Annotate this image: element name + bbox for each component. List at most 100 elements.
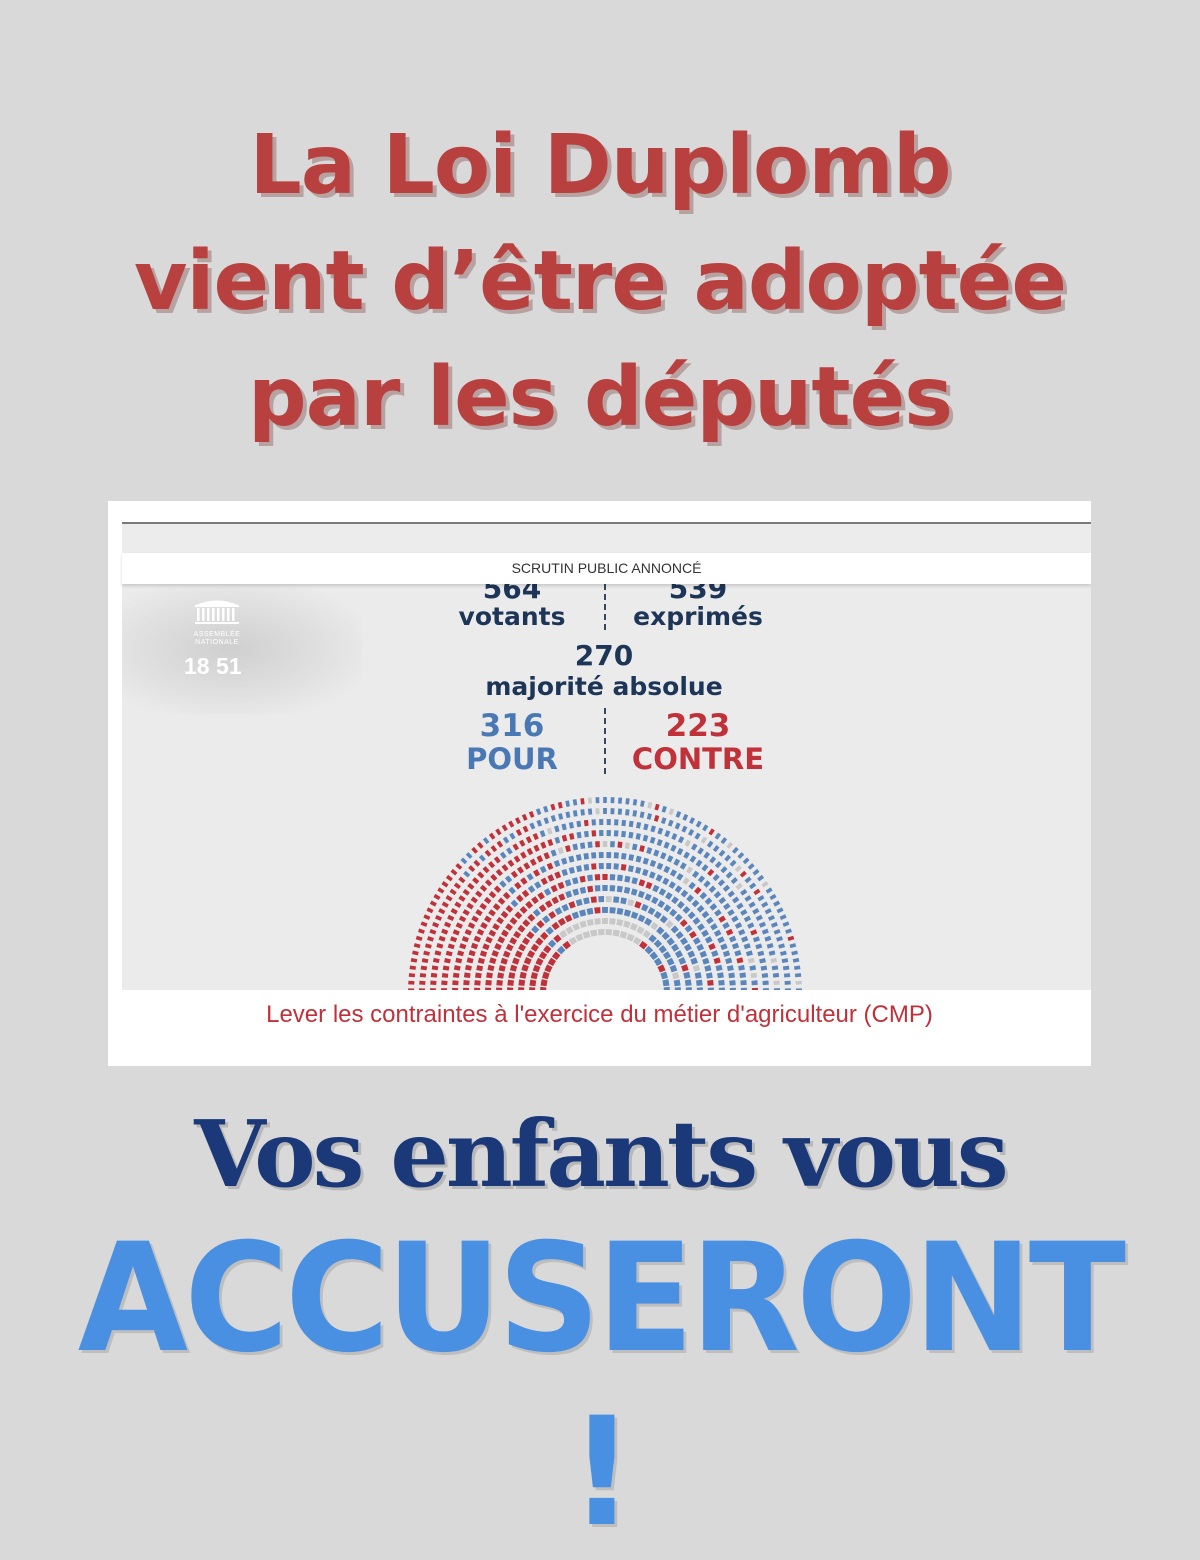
- seat-segment: [636, 859, 641, 860]
- seat-segment: [749, 951, 750, 955]
- seat-segment: [609, 921, 615, 922]
- seat-segment: [517, 913, 520, 917]
- seat-segment: [772, 951, 773, 955]
- seat-segment: [743, 911, 745, 915]
- seat-segment: [481, 959, 482, 964]
- seat-segment: [620, 934, 626, 936]
- seat-segment: [720, 938, 722, 942]
- seat-segment: [681, 958, 683, 963]
- seat-segment: [651, 828, 655, 829]
- seat-segment: [474, 917, 476, 921]
- seat-segment: [580, 890, 585, 891]
- seat-segment: [740, 854, 743, 857]
- seat-segment: [495, 925, 498, 929]
- seat-segment: [451, 944, 452, 948]
- seat-segment: [520, 927, 523, 931]
- seat-segment: [538, 959, 541, 964]
- seat-segment: [447, 923, 449, 927]
- seat-segment: [471, 924, 473, 928]
- seat-segment: [419, 937, 420, 940]
- seat-segment: [423, 922, 424, 925]
- seat-segment: [595, 921, 601, 922]
- seat-segment: [485, 944, 487, 949]
- seat-segment: [566, 848, 570, 849]
- seat-segment: [544, 980, 545, 986]
- seat-segment: [562, 872, 567, 874]
- seat-segment: [728, 959, 729, 964]
- seat-segment: [628, 936, 634, 939]
- seat-segment: [559, 948, 563, 952]
- seat-segment: [465, 911, 467, 915]
- seat-segment: [566, 894, 571, 896]
- seat-segment: [720, 881, 723, 884]
- seat-segment: [550, 913, 555, 916]
- seat-segment: [662, 918, 666, 921]
- seat-segment: [646, 920, 651, 923]
- seat-segment: [675, 861, 679, 863]
- seat-segment: [734, 917, 736, 921]
- seat-segment: [714, 951, 716, 956]
- seat-segment: [527, 903, 531, 906]
- seat-segment: [424, 966, 425, 970]
- seat-segment: [457, 903, 459, 906]
- seat-segment: [785, 922, 786, 925]
- seat-segment: [633, 847, 637, 848]
- seat-segment: [524, 828, 527, 830]
- seat-segment: [447, 959, 448, 963]
- seat-segment: [671, 872, 675, 874]
- seat-segment: [775, 966, 776, 970]
- seat-segment: [433, 902, 435, 905]
- seat-segment: [574, 926, 579, 928]
- seat-segment: [491, 911, 494, 915]
- seat-segment: [584, 934, 590, 936]
- seat-segment: [779, 937, 780, 941]
- seat-segment: [708, 938, 710, 943]
- seat-segment: [767, 910, 769, 913]
- headline-line-3: par les députés: [0, 340, 1200, 456]
- seat-segment: [510, 823, 513, 825]
- seat-segment: [737, 867, 740, 870]
- seat-segment: [709, 973, 710, 978]
- seat-segment: [436, 895, 438, 898]
- seat-segment: [790, 937, 791, 940]
- seat-segment: [462, 944, 463, 948]
- seat-segment: [655, 818, 659, 819]
- seat-segment: [537, 811, 540, 812]
- seat-segment: [745, 860, 748, 863]
- seat-segment: [467, 930, 469, 934]
- seat-segment: [690, 820, 693, 822]
- seat-segment: [687, 927, 690, 931]
- seat-segment: [786, 966, 787, 970]
- seat-segment: [762, 959, 763, 963]
- seat-segment: [415, 951, 416, 955]
- seat-segment: [458, 958, 459, 962]
- seat-segment: [741, 930, 743, 934]
- seat-segment: [458, 924, 460, 928]
- seat-segment: [746, 917, 748, 921]
- seat-segment: [553, 899, 558, 901]
- seat-segment: [707, 899, 710, 903]
- seat-segment: [479, 844, 482, 846]
- seat-segment: [665, 980, 666, 986]
- seat-segment: [669, 823, 673, 824]
- seat-segment: [679, 903, 683, 906]
- seat-segment: [444, 903, 446, 906]
- seat-segment: [681, 865, 685, 867]
- seat-segment: [474, 879, 477, 882]
- seat-segment: [764, 966, 765, 970]
- seat-segment: [456, 973, 457, 977]
- seat-segment: [730, 911, 732, 915]
- seat-segment: [702, 894, 705, 897]
- seat-segment: [682, 939, 685, 944]
- seat-segment: [673, 899, 677, 902]
- seat-segment: [684, 965, 686, 971]
- seat-segment: [712, 905, 715, 909]
- seat-segment: [545, 973, 547, 979]
- seat-segment: [542, 934, 546, 938]
- seat-segment: [722, 868, 725, 871]
- seat-segment: [486, 899, 489, 903]
- seat-segment: [479, 966, 480, 971]
- seat-segment: [721, 852, 724, 854]
- seat-segment: [518, 952, 520, 957]
- seat-segment: [513, 902, 516, 905]
